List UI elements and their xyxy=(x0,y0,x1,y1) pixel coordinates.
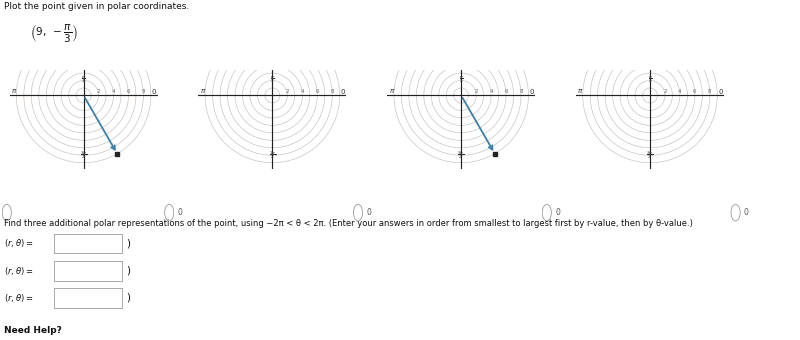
Text: Plot the point given in polar coordinates.: Plot the point given in polar coordinate… xyxy=(4,2,190,11)
Text: 2: 2 xyxy=(663,89,666,94)
Text: ): ) xyxy=(126,266,130,276)
Text: $\frac{3\pi}{2}$: $\frac{3\pi}{2}$ xyxy=(269,149,276,160)
Text: $\frac{\pi}{2}$: $\frac{\pi}{2}$ xyxy=(82,74,86,85)
Text: 0: 0 xyxy=(530,89,534,95)
Text: $\pi$: $\pi$ xyxy=(389,87,395,95)
Text: 8: 8 xyxy=(330,89,334,94)
Text: ): ) xyxy=(126,238,130,249)
Text: 6: 6 xyxy=(693,89,697,94)
Text: 2: 2 xyxy=(286,89,289,94)
Text: 0: 0 xyxy=(555,208,560,217)
Text: $\frac{\pi}{2}$: $\frac{\pi}{2}$ xyxy=(648,74,652,85)
Text: $\pi$: $\pi$ xyxy=(578,87,584,95)
Text: 4: 4 xyxy=(112,89,115,94)
Text: 0: 0 xyxy=(152,89,156,95)
Text: $\frac{3\pi}{2}$: $\frac{3\pi}{2}$ xyxy=(458,149,465,160)
Text: 2: 2 xyxy=(474,89,478,94)
Text: 8: 8 xyxy=(519,89,522,94)
Text: Read It: Read It xyxy=(66,324,100,334)
Text: $\left(9,\ -\dfrac{\pi}{3}\right)$: $\left(9,\ -\dfrac{\pi}{3}\right)$ xyxy=(30,22,78,44)
Text: $(r, \theta) =$: $(r, \theta) =$ xyxy=(4,292,33,304)
Text: 4: 4 xyxy=(490,89,493,94)
Text: 4: 4 xyxy=(301,89,304,94)
Text: 6: 6 xyxy=(315,89,319,94)
Text: 0: 0 xyxy=(718,89,722,95)
Text: ): ) xyxy=(126,293,130,303)
Text: 0: 0 xyxy=(366,208,371,217)
Text: $\frac{3\pi}{2}$: $\frac{3\pi}{2}$ xyxy=(646,149,654,160)
Text: $\pi$: $\pi$ xyxy=(11,87,18,95)
Text: Need Help?: Need Help? xyxy=(4,326,62,335)
Text: 0: 0 xyxy=(744,208,749,217)
Text: 0: 0 xyxy=(178,208,182,217)
Text: $(r, \theta) =$: $(r, \theta) =$ xyxy=(4,265,33,277)
Text: $\pi$: $\pi$ xyxy=(200,87,206,95)
Text: 6: 6 xyxy=(126,89,130,94)
Text: $\frac{3\pi}{2}$: $\frac{3\pi}{2}$ xyxy=(80,149,87,160)
Text: Find three additional polar representations of the point, using −2π < θ < 2π. (E: Find three additional polar representati… xyxy=(4,219,693,228)
Text: 8: 8 xyxy=(142,89,145,94)
Text: $\frac{\pi}{2}$: $\frac{\pi}{2}$ xyxy=(459,74,463,85)
Text: $(r, \theta) =$: $(r, \theta) =$ xyxy=(4,237,33,250)
Text: 0: 0 xyxy=(341,89,345,95)
Text: 8: 8 xyxy=(708,89,711,94)
Text: 6: 6 xyxy=(504,89,508,94)
Text: $\frac{\pi}{2}$: $\frac{\pi}{2}$ xyxy=(270,74,274,85)
Text: 4: 4 xyxy=(678,89,682,94)
Text: 2: 2 xyxy=(97,89,100,94)
